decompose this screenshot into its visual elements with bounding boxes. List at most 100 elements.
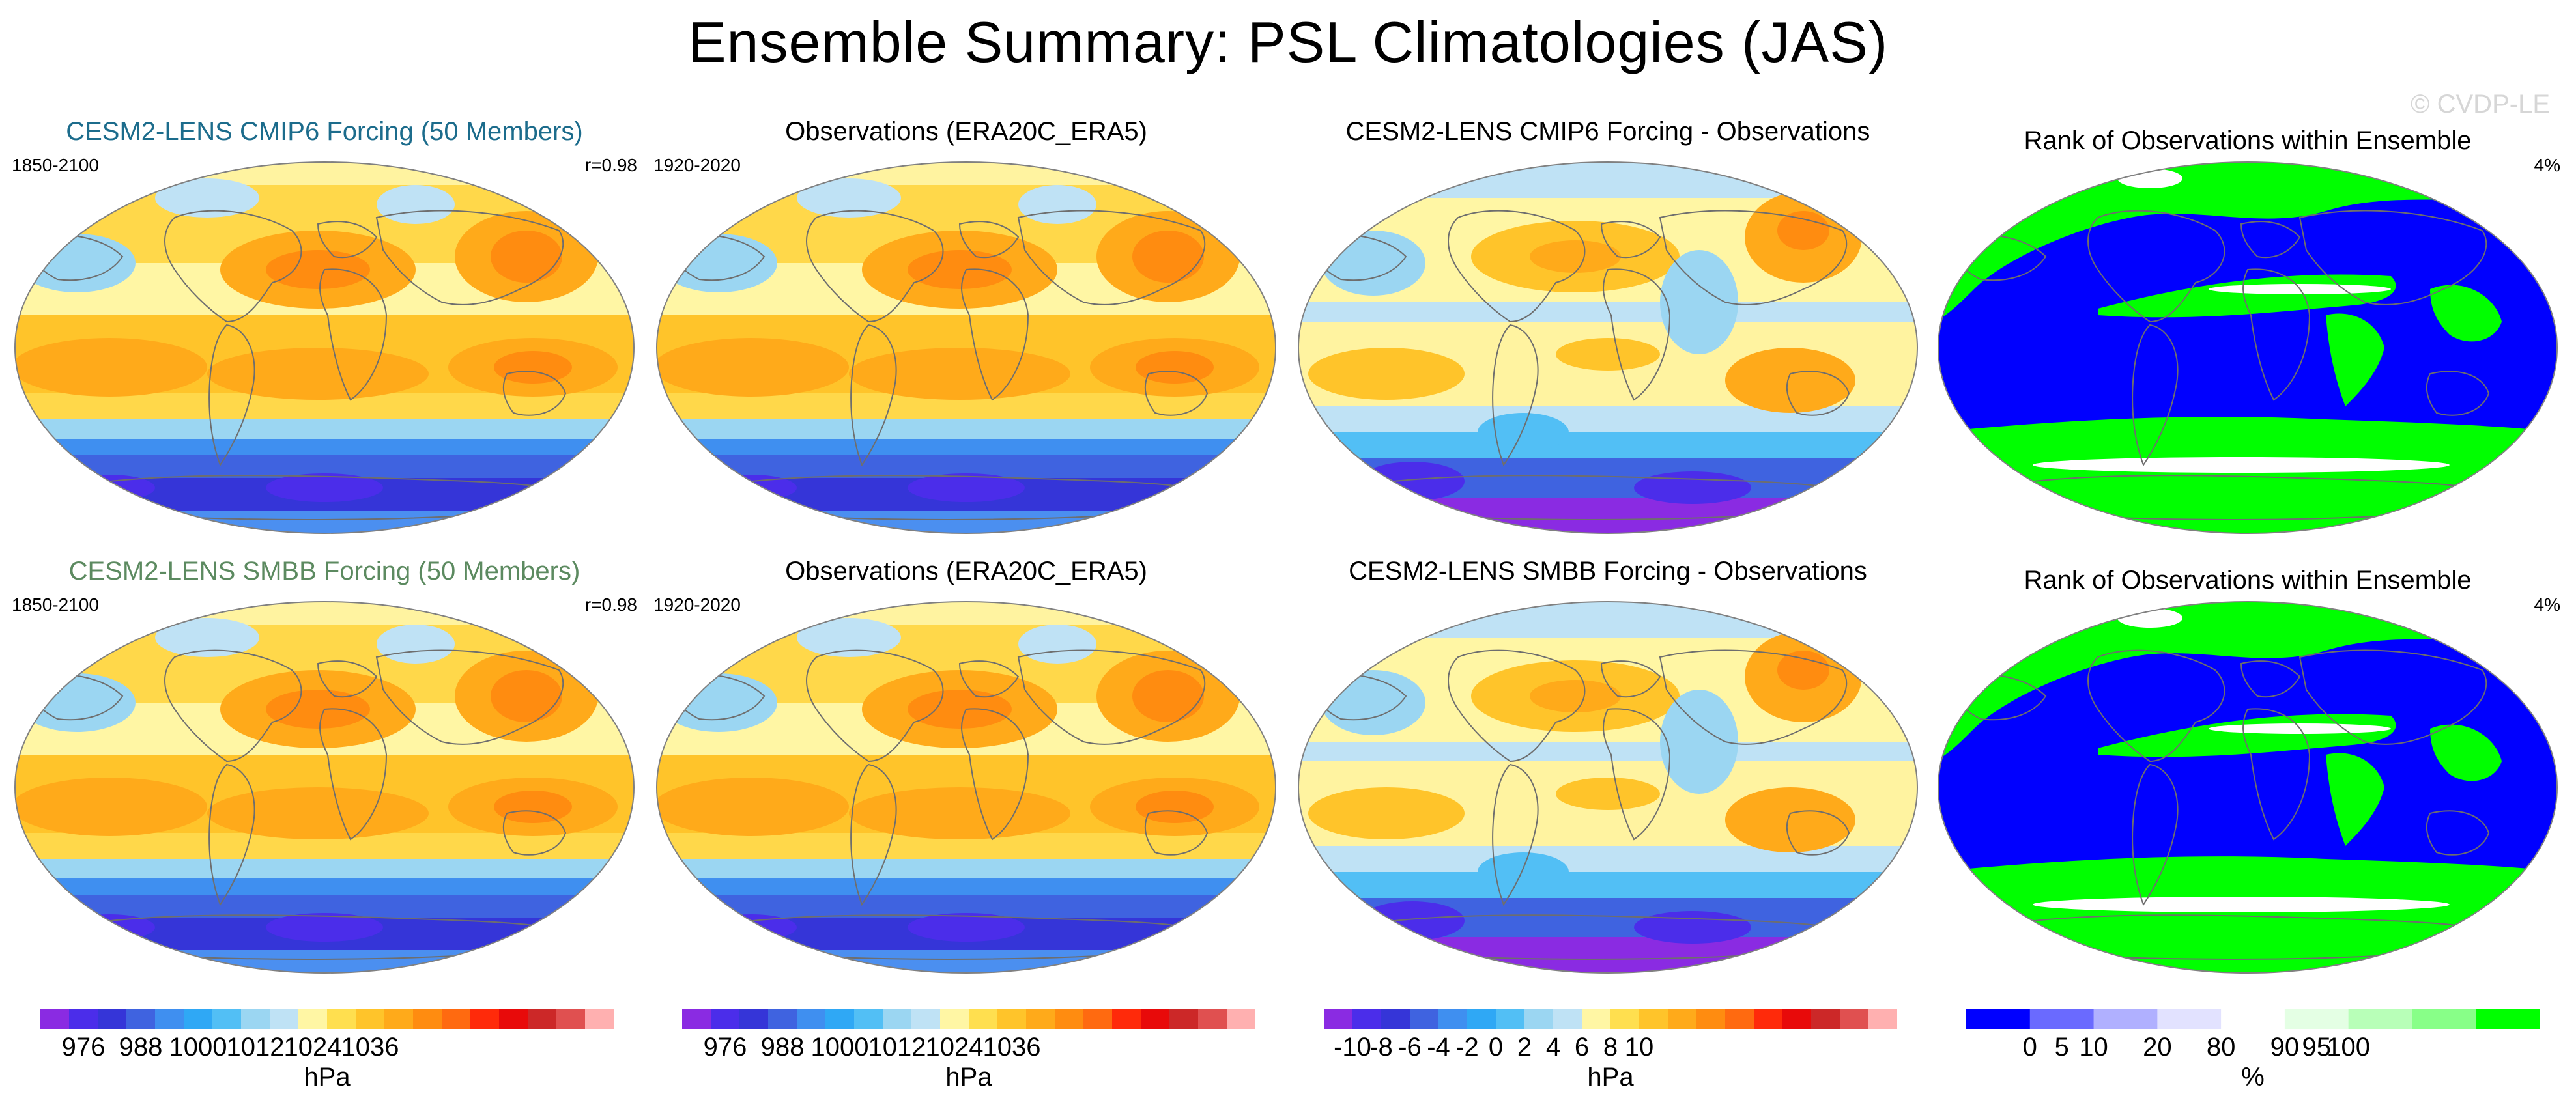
- psl-contour: [797, 178, 901, 218]
- colorbar-swatch: [768, 1009, 797, 1029]
- colorbar-tick-label: 976: [703, 1033, 747, 1061]
- panel-title: Rank of Observations within Ensemble: [2024, 566, 2472, 595]
- colorbar-swatch: [1438, 1009, 1468, 1029]
- colorbar-tick-label: 0: [1488, 1033, 1504, 1061]
- colorbar-swatch: [2221, 1009, 2285, 1029]
- psl-contour: [1018, 185, 1096, 224]
- rank-fill-high: [1938, 602, 2557, 761]
- psl-contour: [1136, 791, 1214, 823]
- coastline: [2242, 268, 2311, 401]
- colorbar-swatch: [2284, 1009, 2349, 1029]
- diff-band: [1298, 498, 1917, 533]
- panel-rank: Rank of Observations within Ensemble 4%: [1935, 557, 2560, 980]
- psl-contour: [266, 690, 370, 729]
- colorbar-tick-label: 1012: [226, 1033, 285, 1061]
- psl-contour: [908, 913, 1025, 942]
- diff-contour: [1321, 231, 1425, 296]
- coastline: [1492, 324, 1539, 467]
- psl-contour: [1132, 670, 1204, 722]
- diff-contour: [1478, 852, 1569, 891]
- colorbar-swatch: [1410, 1009, 1439, 1029]
- colorbar-unit: hPa: [304, 1063, 351, 1091]
- colorbar-tick-label: 1000: [169, 1033, 227, 1061]
- psl-contour: [908, 250, 1012, 289]
- colorbar-tick-label: 80: [2206, 1033, 2236, 1061]
- coastline: [2298, 210, 2487, 305]
- colorbar-tick-label: 976: [61, 1033, 106, 1061]
- diff-contour: [1321, 670, 1425, 735]
- diff-contour: [1556, 778, 1660, 810]
- psl-contour: [377, 625, 455, 664]
- coastline: [2087, 649, 2225, 763]
- coastline: [164, 649, 302, 763]
- colorbar-tick-label: 988: [119, 1033, 163, 1061]
- diff-band: [1298, 406, 1917, 432]
- map-outline: [14, 601, 635, 974]
- diff-contour: [1777, 651, 1829, 690]
- psl-contour: [1136, 351, 1214, 384]
- diff-band: [1298, 872, 1917, 898]
- colorbar-swatch: [911, 1009, 941, 1029]
- panel-difference: CESM2-LENS SMBB Forcing - Observations: [1295, 557, 1921, 980]
- colorbar-swatch: [212, 1009, 242, 1029]
- coastline: [961, 268, 1029, 401]
- colorbar-tick-label: 90: [2270, 1033, 2300, 1061]
- psl-contour: [494, 791, 572, 823]
- colorbar-swatch: [1553, 1009, 1582, 1029]
- psl-contour: [657, 338, 849, 397]
- panel-model-cmip6: CESM2-LENS CMIP6 Forcing (50 Members) 18…: [12, 117, 637, 540]
- colorbar-tick-label: -2: [1455, 1033, 1479, 1061]
- colorbar-swatch: [184, 1009, 213, 1029]
- colorbar-tick-label: -4: [1427, 1033, 1450, 1061]
- colorbar-swatch: [1639, 1009, 1668, 1029]
- colorbar-swatch: [1966, 1009, 2031, 1029]
- coastline: [1659, 649, 1848, 745]
- panel-title: Observations (ERA20C_ERA5): [785, 557, 1147, 585]
- panel-title: CESM2-LENS SMBB Forcing - Observations: [1349, 557, 1867, 585]
- diff-contour: [1725, 787, 1855, 852]
- coastline: [375, 210, 564, 305]
- colorbar-swatch: [1352, 1009, 1382, 1029]
- colorbar-swatch: [2348, 1009, 2412, 1029]
- colorbar-swatch: [1668, 1009, 1697, 1029]
- colorbar-tick-label: -8: [1369, 1033, 1393, 1061]
- colorbar-swatches: [682, 1009, 1255, 1029]
- psl-contour: [377, 185, 455, 224]
- colorbar-swatch: [1055, 1009, 1084, 1029]
- psl-map: [14, 601, 635, 974]
- colorbar-tick-label: -6: [1398, 1033, 1422, 1061]
- colorbar-unit: hPa: [1587, 1063, 1634, 1091]
- colorbar-swatches: [1966, 1009, 2540, 1029]
- panel-years: 1850-2100: [12, 595, 99, 615]
- coastline: [1786, 810, 1850, 856]
- panel-title: CESM2-LENS CMIP6 Forcing (50 Members): [66, 117, 583, 146]
- coastline: [1603, 268, 1671, 401]
- colorbar-swatch: [499, 1009, 528, 1029]
- colorbar-rank: % 0 5 10 20 80 90 95 100: [1966, 1009, 2540, 1094]
- colorbar-swatch: [883, 1009, 912, 1029]
- panel-obs: Observations (ERA20C_ERA5) 1920-2020: [653, 557, 1279, 980]
- colorbar-swatch: [155, 1009, 184, 1029]
- colorbar-swatch: [1725, 1009, 1754, 1029]
- colorbar-tick-label: 1024: [283, 1033, 342, 1061]
- panel-title: Observations (ERA20C_ERA5): [785, 117, 1147, 146]
- psl-band: [657, 602, 1276, 625]
- rank-fill-high: [1938, 162, 2557, 322]
- psl-band: [15, 602, 634, 625]
- colorbar-swatch: [2412, 1009, 2476, 1029]
- figure-title: Ensemble Summary: PSL Climatologies (JAS…: [687, 10, 1889, 74]
- difference-map: [1298, 601, 1918, 974]
- coastline: [1144, 371, 1209, 416]
- colorbar-swatch: [384, 1009, 414, 1029]
- coastline: [1603, 708, 1671, 841]
- colorbar-swatch: [40, 1009, 70, 1029]
- colorbar-tick-label: 100: [2326, 1033, 2371, 1061]
- diff-contour: [1308, 348, 1465, 400]
- colorbar-swatch: [1112, 1009, 1141, 1029]
- difference-field: [1298, 162, 1917, 533]
- diff-band: [1298, 846, 1917, 872]
- panel-years: 1850-2100: [12, 155, 99, 175]
- colorbar-swatch: [1868, 1009, 1897, 1029]
- psl-contour: [155, 178, 259, 218]
- diff-contour: [1777, 211, 1829, 250]
